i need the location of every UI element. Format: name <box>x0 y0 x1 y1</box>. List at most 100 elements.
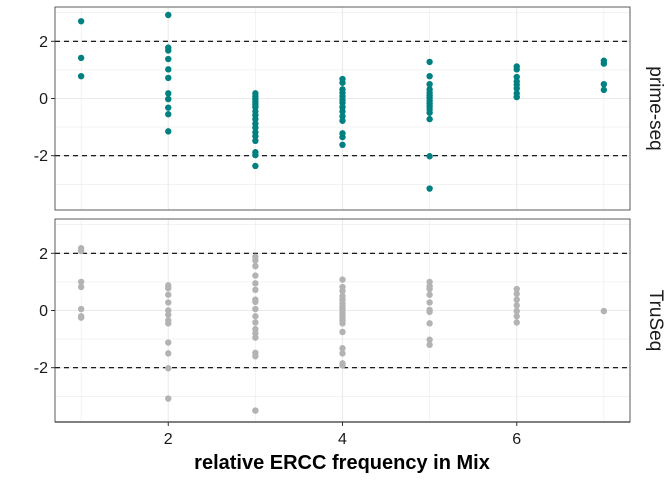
data-point <box>165 284 172 292</box>
x-tick-label: 6 <box>512 431 521 448</box>
data-point <box>339 345 346 352</box>
data-point <box>513 302 520 309</box>
data-point <box>77 278 85 286</box>
data-point <box>252 151 259 159</box>
x-tick-label: 4 <box>338 431 347 448</box>
data-point <box>77 305 85 313</box>
data-point <box>165 128 172 135</box>
y-tick-label: -2 <box>34 148 48 165</box>
y-tick-label: 0 <box>39 303 48 320</box>
data-point <box>426 153 433 160</box>
data-point <box>339 133 346 141</box>
data-point <box>165 311 172 318</box>
data-point <box>252 286 259 294</box>
data-point <box>252 162 259 170</box>
data-point <box>252 133 259 140</box>
x-axis-title: relative ERCC frequency in Mix <box>194 452 490 474</box>
data-point <box>513 85 520 92</box>
data-point <box>426 58 433 66</box>
data-point <box>600 60 608 67</box>
panel-prime-seq: -2 0 2 prime-seq <box>34 6 666 211</box>
data-point <box>426 320 433 327</box>
data-point <box>252 305 259 313</box>
y-tick-label: -2 <box>34 360 48 377</box>
data-point <box>426 291 433 298</box>
data-point <box>252 262 259 270</box>
data-point <box>77 54 85 62</box>
data-point <box>426 109 433 116</box>
data-point <box>252 313 259 320</box>
panel-border <box>54 6 631 211</box>
data-point <box>165 111 172 118</box>
data-point <box>426 115 433 123</box>
data-point <box>339 276 346 283</box>
data-point <box>426 341 433 349</box>
data-point <box>77 247 85 255</box>
data-point <box>339 117 346 124</box>
data-point <box>252 407 259 414</box>
data-point <box>165 320 172 327</box>
data-point <box>426 308 433 316</box>
data-point <box>165 66 172 73</box>
data-point <box>600 86 608 94</box>
data-point <box>513 307 520 315</box>
data-point <box>77 72 85 80</box>
data-point <box>513 93 520 101</box>
data-point <box>165 90 172 97</box>
data-point <box>165 104 172 111</box>
data-point <box>165 339 172 346</box>
data-point <box>165 350 172 357</box>
data-point <box>77 314 85 321</box>
data-point <box>77 18 85 25</box>
strip-label-prime-seq: prime-seq <box>645 66 666 150</box>
data-point <box>426 80 433 88</box>
data-point <box>252 272 259 279</box>
data-point <box>513 319 520 326</box>
data-point <box>339 79 346 86</box>
data-point <box>165 55 172 63</box>
data-point <box>165 95 172 103</box>
data-point <box>77 283 85 291</box>
panel-truseq: -2 0 2 TruSeq <box>34 218 666 423</box>
data-point <box>513 66 520 73</box>
data-point <box>252 298 259 306</box>
data-point <box>339 328 346 336</box>
data-point <box>339 362 346 369</box>
data-point <box>600 307 608 315</box>
panels: -2 0 2 prime-seq -2 0 2 TruSeq <box>34 6 666 423</box>
data-point <box>165 11 172 19</box>
data-point <box>513 296 520 303</box>
y-tick-label: 2 <box>39 246 48 263</box>
data-point <box>426 285 433 293</box>
data-point <box>339 350 346 357</box>
data-point <box>339 113 346 120</box>
data-point <box>426 72 433 80</box>
y-tick-label: 0 <box>39 91 48 108</box>
data-point <box>252 137 259 145</box>
data-point <box>426 336 433 343</box>
data-point <box>252 124 259 131</box>
data-point <box>339 320 346 327</box>
x-axis: 2 4 6 <box>55 421 630 448</box>
x-tick-label: 2 <box>164 431 173 448</box>
data-point <box>513 313 520 320</box>
data-point <box>513 290 520 298</box>
data-point <box>252 115 259 123</box>
data-point <box>339 108 346 115</box>
data-point <box>165 291 172 298</box>
data-point <box>165 395 172 402</box>
data-point <box>600 80 608 88</box>
data-point <box>252 280 259 287</box>
data-point <box>252 257 259 264</box>
data-point <box>252 353 259 360</box>
data-point <box>426 185 433 192</box>
data-point <box>513 285 520 293</box>
data-point <box>252 334 259 341</box>
data-point <box>339 287 346 295</box>
data-point <box>339 141 346 149</box>
y-tick-label: 2 <box>39 34 48 51</box>
data-point <box>165 365 172 372</box>
data-point <box>165 74 172 82</box>
strip-label-truseq: TruSeq <box>645 290 666 352</box>
